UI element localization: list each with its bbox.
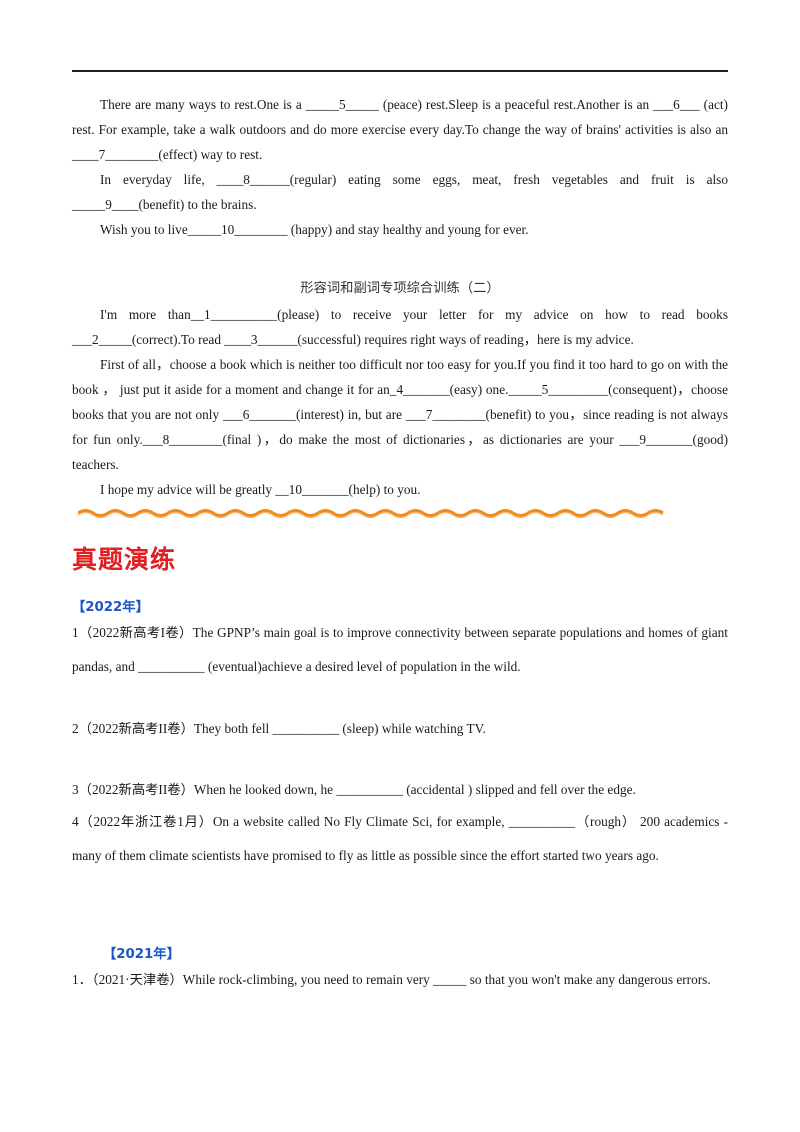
wave-divider-line bbox=[78, 509, 664, 517]
passage-1-paragraph-3: Wish you to live_____10________ (happy) … bbox=[100, 222, 529, 237]
year-tag-2021: 【2021年】 bbox=[103, 947, 180, 962]
passage-2-title: 形容词和副词专项综合训练（二） bbox=[300, 281, 500, 296]
question-2022-4: 4（2022年浙江卷1月）On a website called No Fly … bbox=[72, 814, 728, 863]
wave-divider-shadow bbox=[78, 511, 664, 519]
passage-1-paragraph-2: In everyday life, ____8______(regular) e… bbox=[72, 172, 728, 212]
question-2022-3: 3（2022新高考II卷）When he looked down, he ___… bbox=[72, 782, 636, 797]
question-2021-1: 1．（2021·天津卷）While rock-climbing, you nee… bbox=[72, 972, 711, 987]
passage-1-paragraph-1: There are many ways to rest.One is a ___… bbox=[72, 97, 728, 162]
section-heading: 真题演练 bbox=[72, 545, 177, 574]
passage-2-paragraph-1: I'm more than__1__________(please) to re… bbox=[72, 307, 728, 347]
passage-2: I'm more than__1__________(please) to re… bbox=[72, 302, 728, 502]
question-2022-1: 1（2022新高考I卷）The GPNP’s main goal is to i… bbox=[72, 625, 728, 674]
passage-2-paragraph-2: First of all，choose a book which is neit… bbox=[72, 357, 728, 472]
wave-divider bbox=[78, 509, 664, 519]
top-rule bbox=[72, 70, 728, 72]
year-tag-2022: 【2022年】 bbox=[72, 600, 149, 615]
passage-1: There are many ways to rest.One is a ___… bbox=[72, 92, 728, 242]
question-2022-2: 2（2022新高考II卷）They both fell __________ (… bbox=[72, 721, 486, 736]
passage-2-paragraph-3: I hope my advice will be greatly __10___… bbox=[100, 482, 421, 497]
